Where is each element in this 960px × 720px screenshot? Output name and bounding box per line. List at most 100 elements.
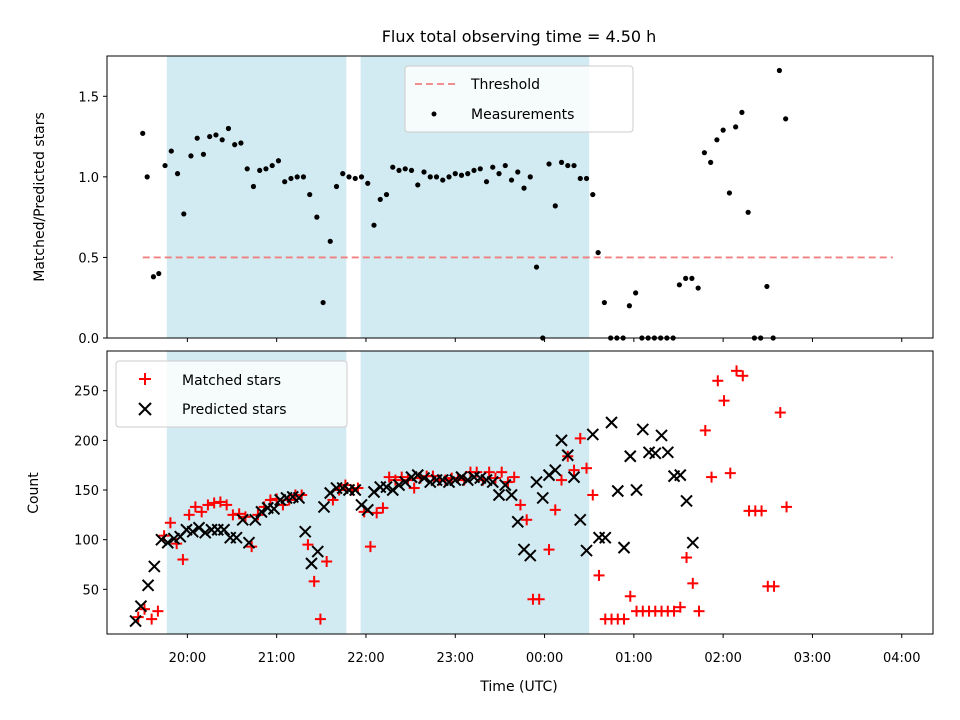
- measurements-point: [595, 249, 601, 256]
- predicted-stars-point: [292, 491, 306, 505]
- predicted-stars-point: [536, 491, 549, 505]
- matched-stars-point: [581, 462, 593, 474]
- matched-stars-point: [724, 467, 736, 479]
- measurements-point: [275, 158, 282, 164]
- measurements-point: [263, 166, 269, 172]
- matched-stars-point: [202, 499, 214, 511]
- measurements-point: [346, 174, 352, 180]
- top-legend-box: [404, 65, 634, 133]
- predicted-stars-point: [267, 502, 281, 516]
- predicted-stars-point: [605, 416, 618, 429]
- bottom-y-tick-label: 200: [74, 434, 99, 449]
- top-panel: 0.0 0.5 1.0 1.5 Matched/Predicted stars Thr…: [32, 55, 934, 347]
- predicted-stars-point: [249, 513, 262, 527]
- top-y-tick-label: 1.5: [78, 90, 99, 105]
- predicted-stars-point: [411, 468, 424, 482]
- measurements-point: [590, 191, 596, 198]
- predicted-stars-point: [317, 500, 331, 514]
- measurements-point: [546, 161, 552, 167]
- matched-stars-point: [687, 577, 699, 589]
- measurements-point: [508, 177, 515, 183]
- measurements-point: [565, 162, 571, 169]
- matched-stars-point: [706, 471, 718, 483]
- matched-stars-point: [146, 613, 158, 625]
- predicted-stars-point: [186, 525, 199, 538]
- predicted-stars-point: [599, 531, 612, 544]
- measurements-point: [174, 171, 181, 177]
- measurements-point: [515, 169, 521, 175]
- measurements-point: [396, 167, 402, 174]
- measurements-point: [200, 151, 207, 157]
- predicted-stars-point: [455, 470, 468, 484]
- measurements-point: [446, 174, 452, 180]
- predicted-stars-point: [636, 423, 649, 436]
- measurements-point: [695, 285, 701, 291]
- matched-stars-point: [568, 464, 580, 476]
- measurements-point: [483, 179, 490, 185]
- predicted-stars-point: [499, 478, 512, 492]
- matched-stars-point: [618, 613, 630, 625]
- matched-stars-point: [693, 605, 705, 617]
- measurements-point: [408, 167, 415, 174]
- predicted-stars-point: [655, 429, 668, 442]
- predicted-stars-point: [148, 560, 161, 573]
- measurements-point: [140, 130, 146, 136]
- top-y-tick-label: 0.0: [78, 332, 99, 347]
- predicted-stars-point: [674, 468, 687, 482]
- predicted-stars-point: [129, 614, 142, 628]
- x-axis-label: Time (UTC): [479, 679, 557, 695]
- predicted-stars-point: [230, 531, 243, 544]
- matched-stars-point: [183, 509, 195, 521]
- matched-stars-point: [718, 395, 730, 407]
- predicted-stars-point: [155, 533, 168, 546]
- predicted-stars-point: [236, 513, 249, 527]
- x-tick-label: 02:00: [704, 651, 741, 666]
- top-y-axis-label: Matched/Predicted stars: [32, 112, 48, 282]
- top-legend: Threshold Measurements: [404, 65, 634, 133]
- bottom-panel: 50 100 150 200 250 Count Matched stars Predi…: [26, 350, 934, 638]
- measurements-point: [708, 159, 714, 165]
- x-tick-label: 20:00: [169, 651, 206, 666]
- predicted-stars-point: [524, 549, 537, 562]
- predicted-stars-point: [555, 434, 568, 447]
- bottom-y-tick-label: 50: [82, 583, 99, 598]
- predicted-stars-point: [661, 446, 674, 459]
- measurements-point: [402, 166, 408, 172]
- x-tick-label: 22:00: [347, 651, 384, 666]
- measurements-point: [294, 174, 300, 180]
- measurements-point: [739, 109, 745, 115]
- predicted-stars-point: [461, 473, 474, 487]
- predicted-stars-point: [242, 536, 256, 549]
- measurements-point: [333, 183, 340, 190]
- measurements-point: [764, 283, 770, 290]
- measurements-point: [745, 209, 751, 215]
- predicted-legend-label: Predicted stars: [182, 402, 287, 418]
- matched-stars-point: [496, 466, 508, 478]
- matched-stars-point: [521, 514, 533, 526]
- predicted-stars-point: [561, 449, 574, 462]
- predicted-stars-point: [611, 484, 624, 498]
- predicted-stars-point: [217, 523, 231, 536]
- matched-stars-point: [371, 507, 383, 519]
- bottom-y-tick-label: 250: [74, 385, 99, 400]
- measurements-point: [458, 172, 465, 178]
- predicted-stars-point: [511, 515, 524, 529]
- predicted-stars-point: [349, 483, 362, 497]
- matched-stars-point: [383, 471, 395, 483]
- measurements-point: [577, 175, 583, 182]
- measurements-legend-swatch: [431, 111, 437, 117]
- matched-stars-point: [152, 605, 164, 617]
- measurements-point: [527, 174, 533, 180]
- measurements-point: [415, 182, 421, 188]
- measurements-point: [358, 174, 365, 180]
- x-tick-label: 04:00: [883, 651, 920, 666]
- measurements-point: [225, 125, 232, 132]
- bottom-legend: Matched stars Predicted stars: [115, 360, 348, 428]
- matched-stars-point: [781, 501, 793, 513]
- measurements-point: [352, 175, 358, 182]
- bottom-shaded-span: [360, 351, 590, 634]
- predicted-stars-point: [567, 470, 581, 484]
- predicted-stars-point: [492, 488, 506, 502]
- predicted-stars-point: [574, 513, 587, 527]
